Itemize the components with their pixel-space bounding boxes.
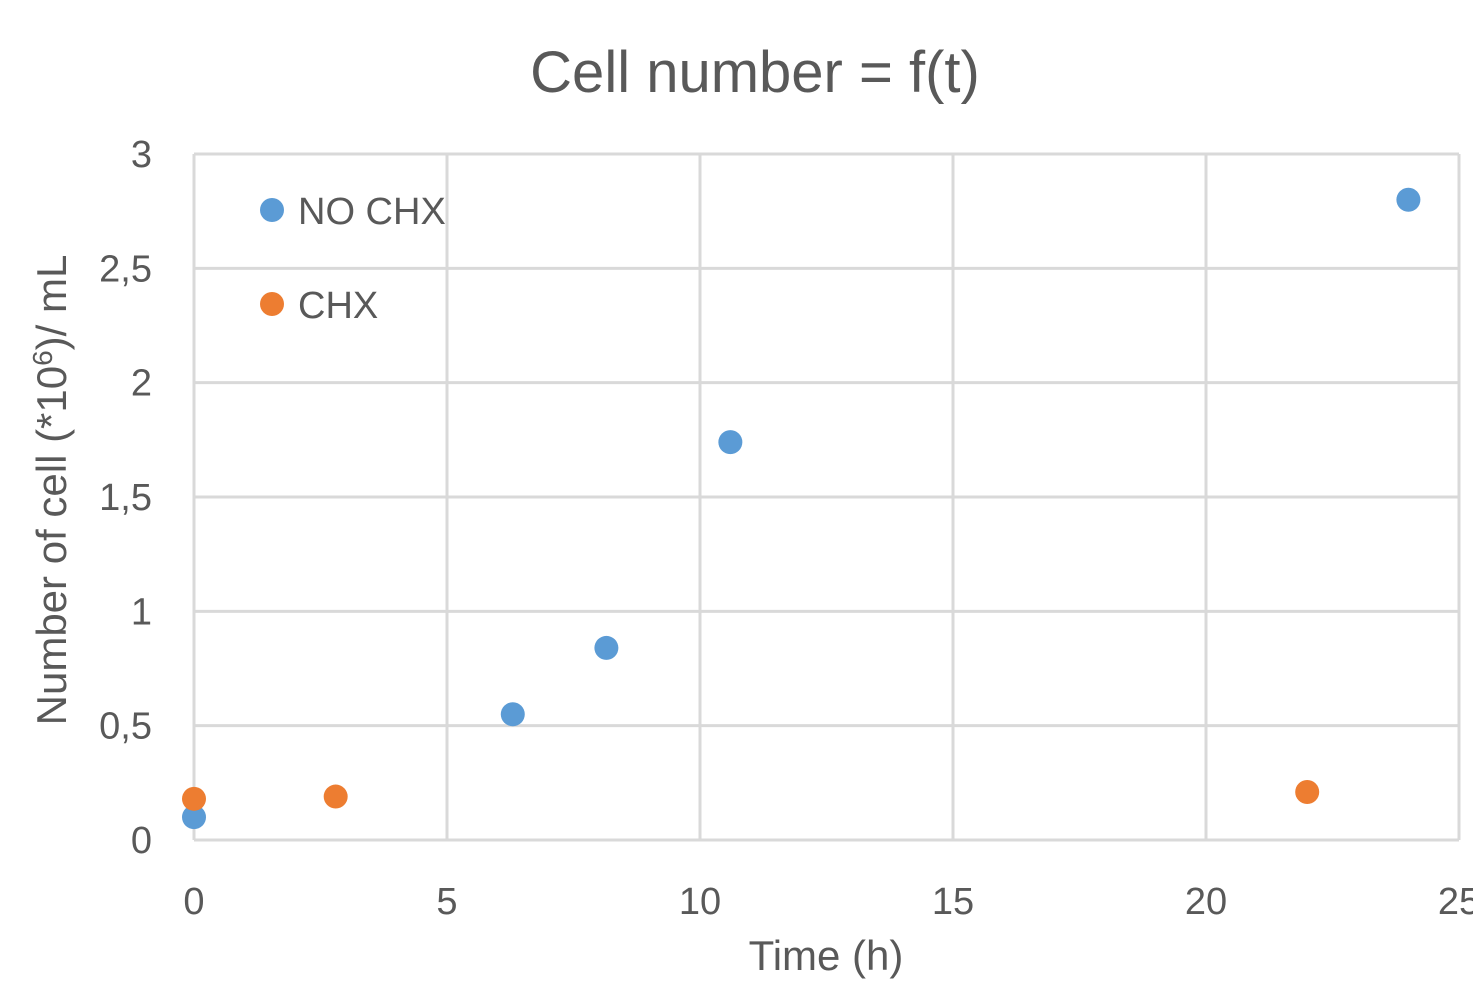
y-axis-label: Number of cell (*106)/ mL (27, 255, 75, 726)
data-point (1295, 779, 1320, 804)
legend-label: NO CHX (298, 191, 446, 233)
x-tick-label: 10 (679, 881, 721, 923)
y-axis-label-tail: )/ mL (28, 255, 75, 351)
axis-ticks: 0 0,5 1 1,5 2 2,5 3 0 5 10 15 20 25 (99, 134, 1473, 923)
y-tick-label: 3 (131, 134, 152, 176)
x-axis-label: Time (h) (749, 932, 904, 979)
data-point (594, 635, 619, 660)
data-point (323, 784, 348, 809)
x-tick-label: 0 (183, 881, 204, 923)
x-tick-label: 25 (1438, 881, 1473, 923)
data-point (182, 805, 206, 830)
data-points (182, 187, 1421, 830)
chart-title: Cell number = f(t) (530, 40, 980, 105)
x-tick-label: 20 (1185, 881, 1227, 923)
legend-label: CHX (298, 285, 378, 327)
data-point (182, 786, 206, 811)
data-point (718, 430, 743, 455)
legend-marker (260, 292, 284, 316)
y-tick-label: 1,5 (99, 477, 152, 519)
data-point (1396, 187, 1421, 212)
legend-marker (260, 198, 284, 222)
y-tick-label: 2,5 (99, 248, 152, 290)
y-tick-label: 1 (131, 591, 152, 633)
y-tick-label: 2 (131, 363, 152, 405)
legend: NO CHX CHX (260, 191, 446, 327)
x-tick-label: 5 (436, 881, 457, 923)
y-tick-label: 0 (131, 820, 152, 862)
y-tick-label: 0,5 (99, 706, 152, 748)
x-tick-label: 15 (932, 881, 974, 923)
y-axis-label-main: Number of cell (*10 (28, 366, 75, 725)
y-axis-label-superscript: 6 (27, 350, 58, 366)
plot-grid (192, 152, 1461, 842)
data-point (500, 702, 525, 727)
